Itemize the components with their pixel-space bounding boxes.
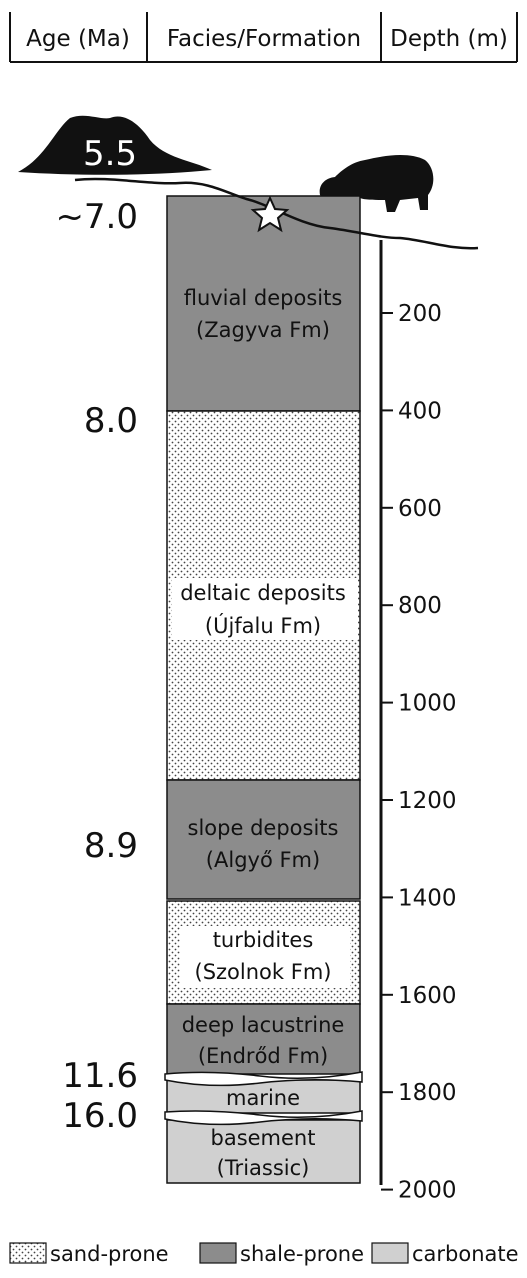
age-label: 8.9 <box>84 826 138 866</box>
unit-formation: (Szolnok Fm) <box>195 960 332 984</box>
depth-label: 2000 <box>398 1178 457 1204</box>
legend-label: sand-prone <box>50 1242 169 1266</box>
depth-label: 1600 <box>398 983 457 1009</box>
depth-label: 200 <box>398 301 442 327</box>
unit-formation: (Zagyva Fm) <box>196 318 330 342</box>
header-label: Age (Ma) <box>26 26 130 52</box>
unit-formation: (Triassic) <box>217 1156 310 1180</box>
header-label: Depth (m) <box>390 26 508 52</box>
legend-label: shale-prone <box>240 1242 364 1266</box>
age-label: 5.5 <box>83 134 137 174</box>
legend-swatch <box>372 1243 408 1263</box>
age-label: 8.0 <box>84 401 138 441</box>
depth-label: 1400 <box>398 885 457 911</box>
depth-label: 1200 <box>398 788 457 814</box>
age-label: 11.6 <box>62 1056 138 1096</box>
diagram: Age (Ma) Facies/Formation Depth (m) 5.5 … <box>0 0 527 1274</box>
unit-formation: (Újfalu Fm) <box>205 613 321 638</box>
page: Stratigraphic column {"header": {"column… <box>0 0 527 1274</box>
depth-ticks: 200 400 600 800 1000 1200 1400 1600 1800 2000 <box>381 301 457 1204</box>
depth-label: 800 <box>398 593 442 619</box>
unit-name: deltaic deposits <box>180 581 346 605</box>
unit-name: fluvial deposits <box>184 286 343 310</box>
depth-label: 1000 <box>398 691 457 717</box>
header-label: Facies/Formation <box>167 26 361 52</box>
depth-label: 600 <box>398 496 442 522</box>
unit-name: deep lacustrine <box>182 1013 345 1037</box>
depth-label: 400 <box>398 398 442 424</box>
unit-name: turbidites <box>213 928 314 952</box>
depth-label: 1800 <box>398 1080 457 1106</box>
age-label: ~7.0 <box>55 197 138 237</box>
legend-swatch <box>10 1243 46 1263</box>
unit-formation: (Algyő Fm) <box>206 848 320 872</box>
legend-swatch <box>200 1243 236 1263</box>
unit-name: marine <box>226 1086 300 1110</box>
age-label: 16.0 <box>62 1096 138 1136</box>
unit-formation: (Endrőd Fm) <box>198 1044 328 1068</box>
body: Age (Ma) Facies/Formation Depth (m) 5.5 … <box>0 0 527 1274</box>
unit-name: slope deposits <box>188 816 339 840</box>
legend-label: carbonate <box>412 1242 519 1266</box>
unit-name: basement <box>211 1126 316 1150</box>
